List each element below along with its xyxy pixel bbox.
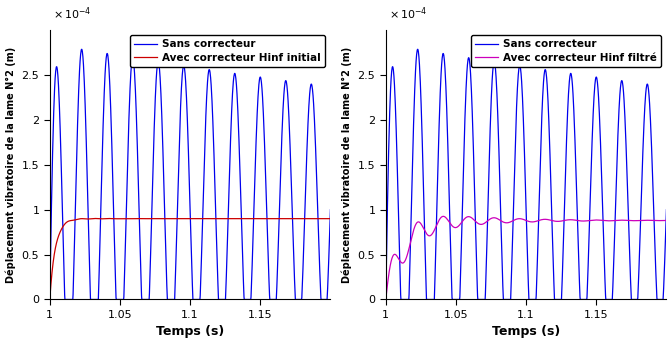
- Avec correcteur Hinf filtré: [439, 214, 447, 218]
- Sans correcteur: [649, 186, 657, 190]
- Avec correcteur Hinf filtré: [611, 218, 619, 223]
- Avec correcteur Hinf filtré: [649, 218, 657, 223]
- Avec correcteur Hinf initial: [91, 216, 99, 221]
- Sans correcteur: [327, 208, 335, 212]
- Legend: Sans correcteur, Avec correcteur Hinf filtré: Sans correcteur, Avec correcteur Hinf fi…: [471, 35, 661, 67]
- Sans correcteur: [78, 47, 86, 51]
- Avec correcteur Hinf filtré: [630, 219, 638, 223]
- X-axis label: Temps (s): Temps (s): [492, 325, 560, 338]
- Legend: Sans correcteur, Avec correcteur Hinf initial: Sans correcteur, Avec correcteur Hinf in…: [130, 35, 325, 67]
- Avec correcteur Hinf filtré: [382, 298, 390, 302]
- Sans correcteur: [601, 271, 609, 275]
- Sans correcteur: [399, 298, 407, 302]
- Y-axis label: Déplacement vibratoire de la lame N°2 (m): Déplacement vibratoire de la lame N°2 (m…: [5, 47, 16, 283]
- Avec correcteur Hinf filtré: [601, 218, 609, 223]
- Sans correcteur: [414, 47, 422, 51]
- Sans correcteur: [630, 298, 638, 302]
- Avec correcteur Hinf initial: [265, 217, 273, 221]
- Avec correcteur Hinf initial: [313, 217, 321, 221]
- Sans correcteur: [275, 218, 283, 222]
- Avec correcteur Hinf initial: [294, 217, 302, 221]
- Sans correcteur: [313, 186, 321, 190]
- Avec correcteur Hinf initial: [275, 217, 283, 221]
- Sans correcteur: [382, 298, 390, 302]
- Avec correcteur Hinf filtré: [663, 218, 671, 223]
- Sans correcteur: [439, 52, 447, 56]
- Sans correcteur: [63, 298, 71, 302]
- Line: Sans correcteur: Sans correcteur: [50, 49, 331, 300]
- Sans correcteur: [46, 298, 54, 302]
- Text: $\times\,10^{-4}$: $\times\,10^{-4}$: [388, 6, 427, 22]
- Text: $\times\,10^{-4}$: $\times\,10^{-4}$: [52, 6, 91, 22]
- Line: Avec correcteur Hinf filtré: Avec correcteur Hinf filtré: [386, 216, 667, 300]
- Sans correcteur: [294, 298, 302, 302]
- Sans correcteur: [265, 271, 273, 275]
- Avec correcteur Hinf initial: [46, 298, 54, 302]
- Avec correcteur Hinf initial: [327, 217, 335, 221]
- Avec correcteur Hinf initial: [103, 216, 111, 221]
- Avec correcteur Hinf initial: [63, 220, 71, 224]
- Sans correcteur: [663, 208, 671, 212]
- Y-axis label: Déplacement vibratoire de la lame N°2 (m): Déplacement vibratoire de la lame N°2 (m…: [341, 47, 352, 283]
- Avec correcteur Hinf filtré: [399, 261, 407, 265]
- Sans correcteur: [611, 218, 619, 222]
- Line: Avec correcteur Hinf initial: Avec correcteur Hinf initial: [50, 218, 331, 300]
- Line: Sans correcteur: Sans correcteur: [386, 49, 667, 300]
- X-axis label: Temps (s): Temps (s): [156, 325, 224, 338]
- Avec correcteur Hinf filtré: [439, 214, 448, 218]
- Sans correcteur: [103, 52, 111, 56]
